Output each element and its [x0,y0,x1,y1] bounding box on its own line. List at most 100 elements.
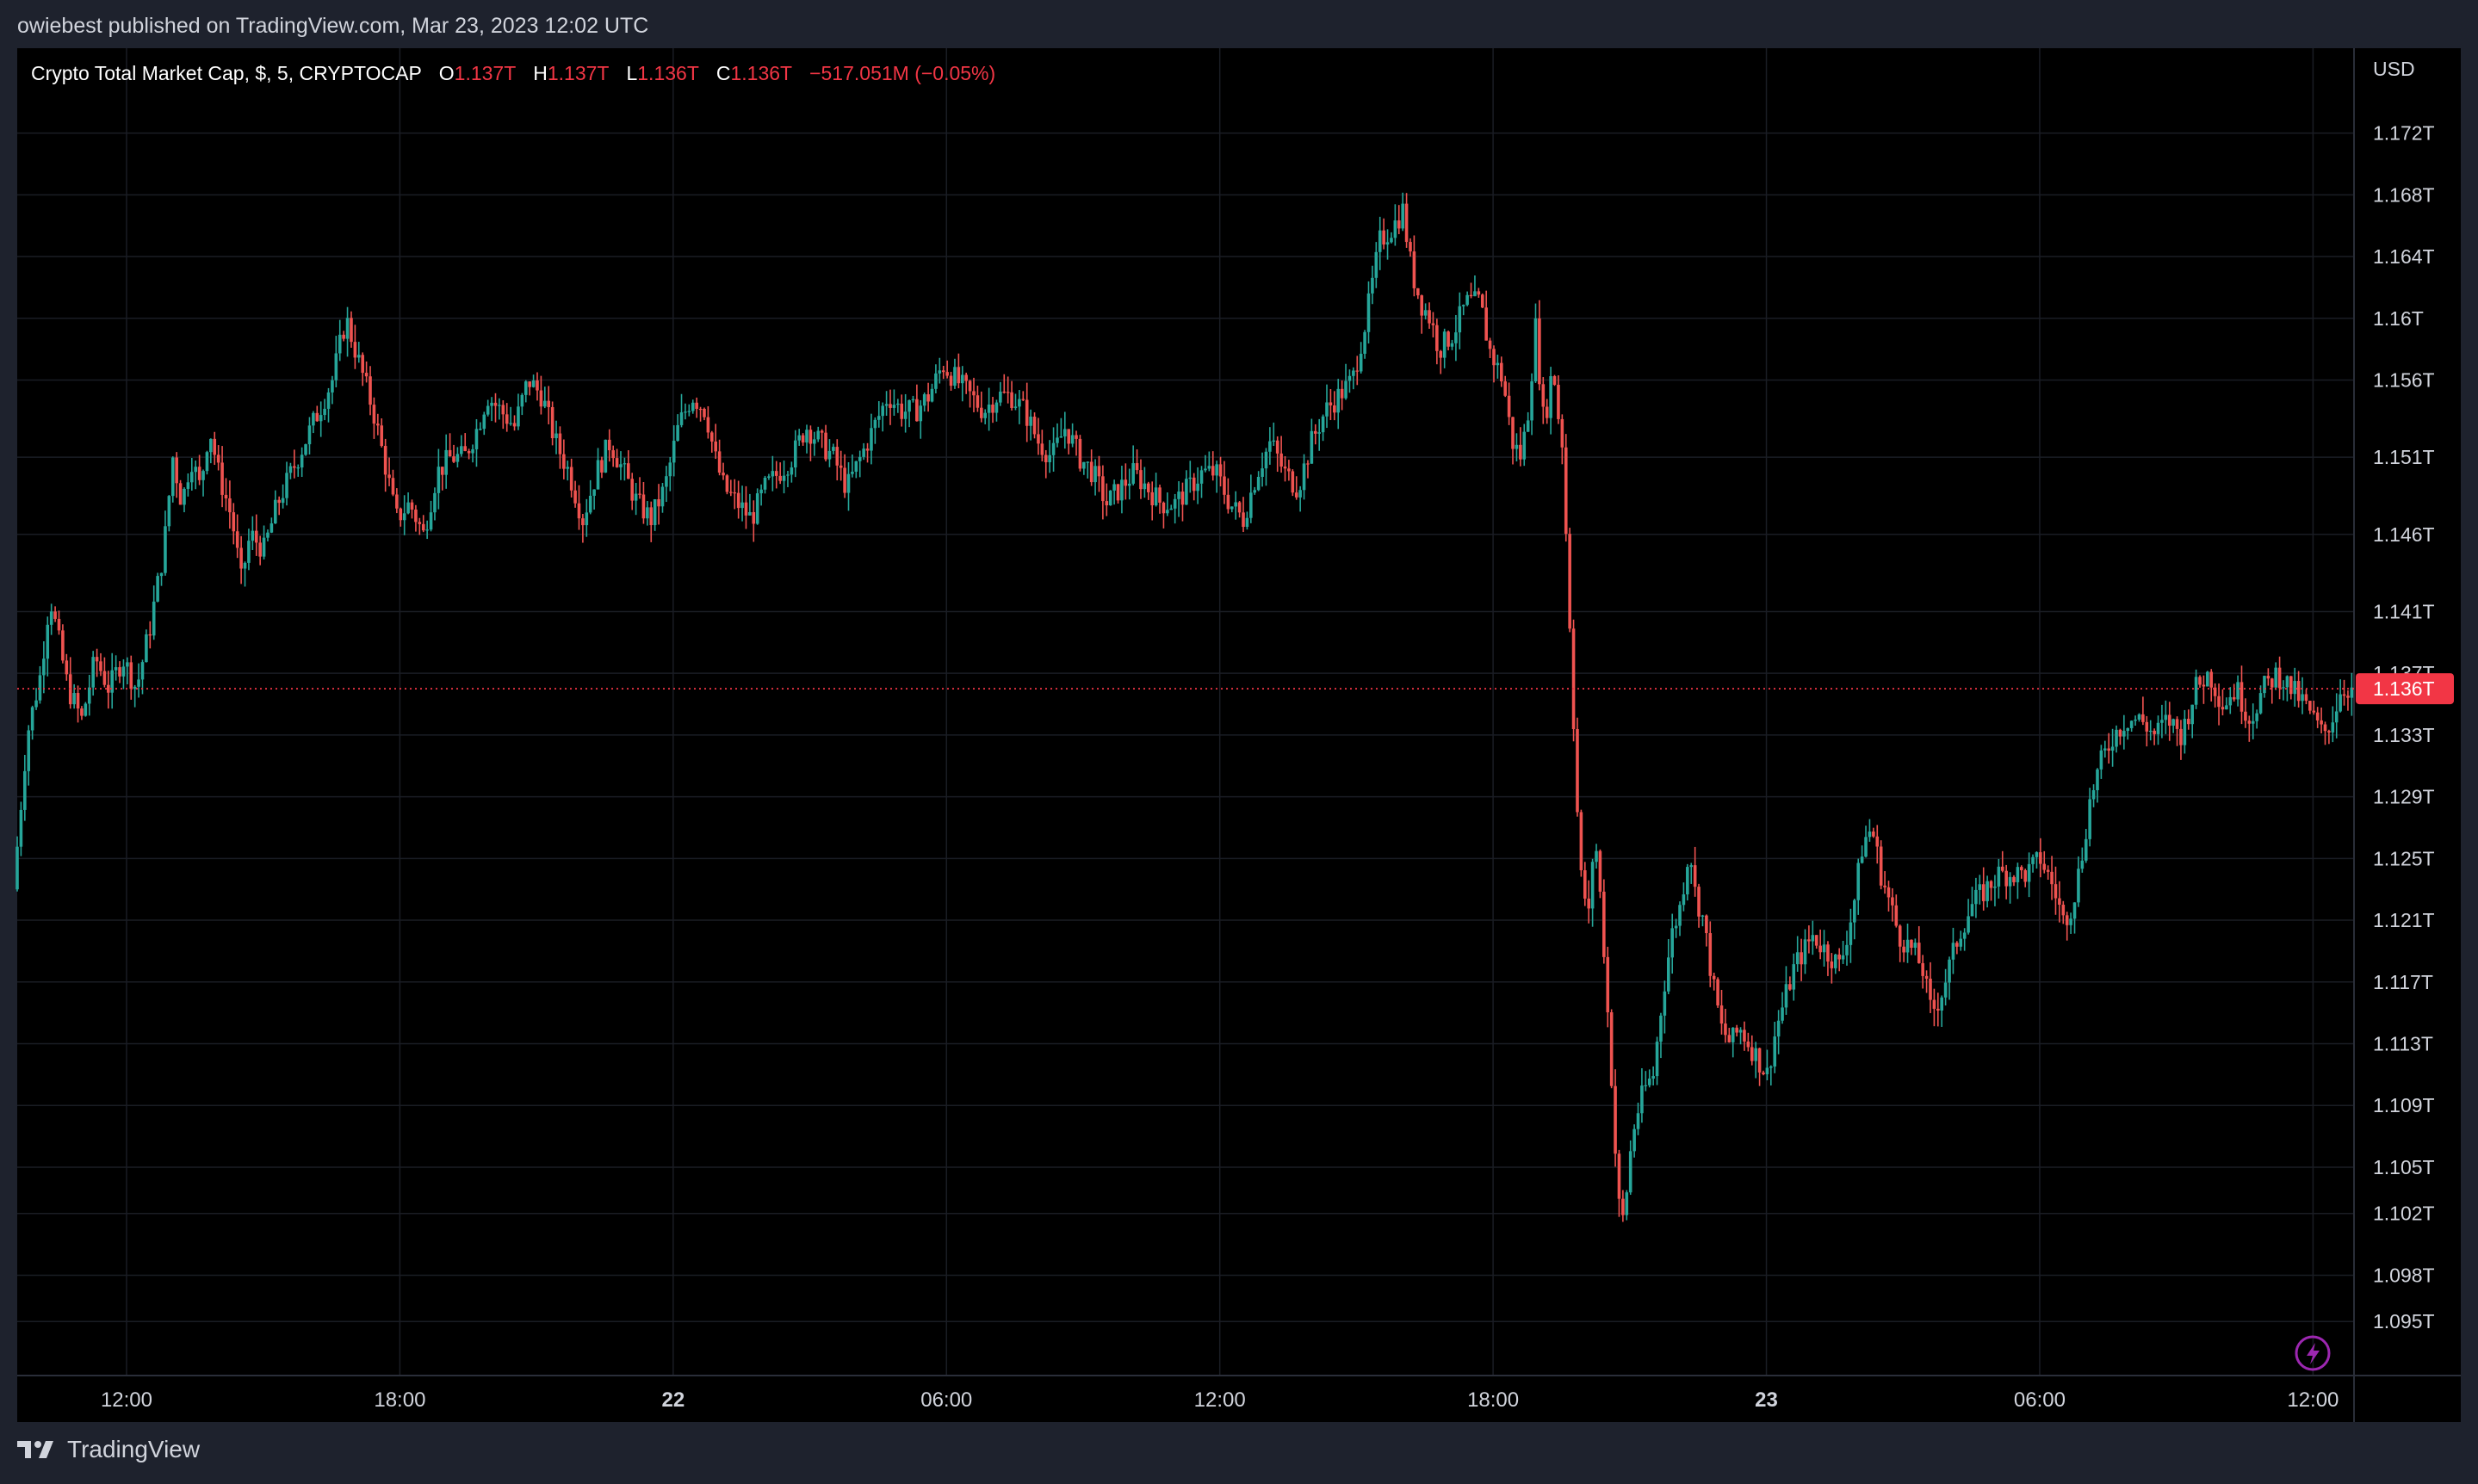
candle-body [1037,434,1040,444]
candle-body [448,449,452,457]
candle-body [1818,945,1822,953]
candle-body [501,405,505,415]
candle-body [251,530,255,541]
candle-body [1207,466,1211,469]
candle-body [953,367,957,386]
candle-body [1196,483,1199,492]
candle-body [1261,468,1264,477]
candle-body [1822,944,1826,953]
candle-body [1287,468,1291,472]
candle-body [421,523,425,531]
candle-body [1541,384,1546,407]
candle-body [380,425,384,447]
candle-body [216,454,220,463]
candle-body [862,448,865,457]
candle-body [2175,719,2179,729]
candle-body [1447,331,1450,347]
candle-body [922,394,926,406]
candle-body [2027,863,2031,882]
candle-body [2202,684,2206,687]
candle-body [1533,318,1538,382]
candle-body [145,634,148,663]
candle-body [786,474,790,476]
candle-body [1651,1076,1655,1079]
price-tick-label: 1.168T [2373,183,2435,206]
candle-body [934,373,938,389]
candle-body [350,318,353,343]
candle-body [1192,477,1196,492]
candle-body [1974,889,1978,905]
candle-body [1105,501,1109,506]
candle-body [1708,933,1713,976]
candle-body [759,489,763,494]
candle-body [2296,681,2301,702]
candle-body [1522,431,1527,460]
candle-body [2164,714,2168,720]
candle-body [520,394,524,407]
candle-body [315,412,319,422]
candle-body [474,429,479,449]
candle-body [1701,915,1705,917]
candle-body [604,439,608,473]
candle-body [2023,869,2028,882]
candle-body [653,499,657,526]
candle-body [471,448,474,454]
time-tick-label: 23 [1755,1388,1778,1412]
candle-body [763,477,767,490]
candle-body [307,425,312,445]
candle-body [1602,891,1606,957]
candle-body [1845,944,1849,955]
candle-body [281,498,285,504]
candle-body [209,438,213,453]
candle-body [1795,952,1800,965]
candle-body [793,440,797,468]
candle-body [1750,1047,1754,1061]
candle-body [1670,928,1674,958]
candle-body [1773,1036,1777,1067]
candle-body [410,502,414,510]
candle-body [641,494,646,519]
candle-body [744,502,748,516]
current-price-badge [2356,673,2454,705]
open-value: 1.137T [454,62,516,84]
candle-body [2008,876,2012,887]
candle-body [1868,832,1872,838]
candle-body [1989,881,1993,888]
candle-body [1503,381,1508,396]
close-value: 1.136T [730,62,792,84]
candle-body [121,666,126,677]
candle-body [1218,464,1223,477]
candle-body [460,446,463,454]
candle-body [543,400,547,407]
candle-body [980,407,983,418]
candle-body [550,406,554,439]
candle-body [285,473,288,498]
candle-body [1936,1008,1940,1011]
candle-body [2050,871,2054,885]
candle-body [152,601,156,636]
candle-body [709,432,714,442]
candle-body [1993,886,1997,888]
candle-body [1344,380,1347,399]
candle-body [900,403,904,419]
candle-body [369,376,372,405]
candle-body [319,415,323,422]
tradingview-logo[interactable]: TradingView [17,1436,200,1463]
lightning-icon[interactable] [2295,1335,2331,1371]
candle-body [2274,667,2277,688]
candle-body [2277,667,2282,689]
current-price-label: 1.136T [2373,677,2435,700]
candle-body [1029,417,1032,426]
high-value: 1.137T [547,62,610,84]
candle-body [1321,416,1325,433]
candle-body [1784,984,1788,1008]
candle-body [406,502,410,514]
candle-body [1879,846,1883,886]
candle-body [1875,836,1880,847]
candle-body [232,512,236,532]
candle-body [1371,277,1374,294]
candle-body [102,671,107,685]
candle-body [1640,1085,1644,1114]
candle-body [808,430,813,444]
